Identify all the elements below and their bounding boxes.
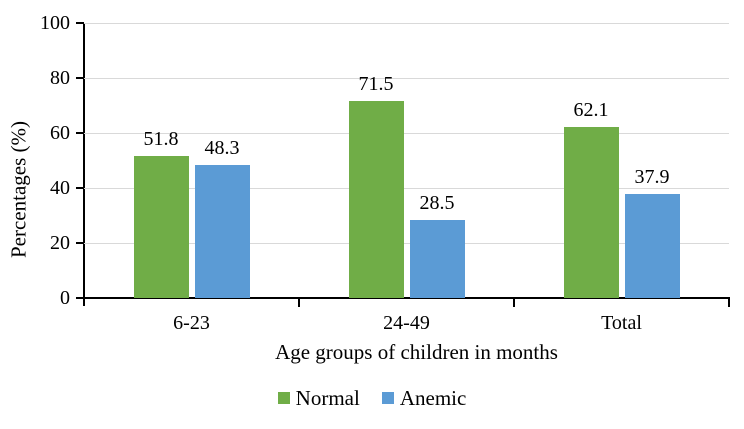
legend-item-anemic: Anemic	[381, 386, 467, 410]
bar-anemic-Total	[624, 193, 680, 298]
gridline	[84, 77, 729, 79]
x-tick-mark	[513, 299, 515, 307]
y-tick-mark	[76, 297, 84, 299]
bar-normal-Total	[563, 127, 619, 298]
gridline	[84, 242, 729, 244]
y-tick-mark	[76, 242, 84, 244]
bar-value-label: 71.5	[358, 73, 394, 96]
legend-label: Anemic	[399, 386, 467, 410]
x-category-label: 24-49	[383, 312, 430, 334]
y-tick-label: 0	[60, 287, 70, 309]
y-tick-label: 60	[50, 122, 70, 144]
bar-normal-24-49	[348, 101, 404, 298]
x-axis-title: Age groups of children in months	[275, 340, 558, 364]
x-axis-line	[83, 297, 730, 299]
bar-normal-6-23	[133, 155, 189, 298]
gridline	[84, 22, 729, 24]
x-category-label: 6-23	[173, 312, 210, 334]
gridline	[84, 132, 729, 134]
bar-value-label: 62.1	[573, 99, 609, 122]
legend: Normal Anemic	[0, 386, 744, 410]
legend-swatch-anemic	[381, 392, 394, 404]
y-tick-mark	[76, 22, 84, 24]
y-tick-label: 100	[40, 12, 70, 34]
y-axis-line	[83, 23, 85, 306]
y-tick-mark	[76, 187, 84, 189]
plot-area: 51.8 48.3 71.5 28.5 62.1 37.9	[84, 22, 729, 298]
x-category-label: Total	[601, 312, 642, 334]
legend-swatch-normal	[277, 392, 290, 404]
bar-value-label: 28.5	[419, 191, 455, 214]
bar-anemic-24-49	[409, 219, 465, 298]
legend-item-normal: Normal	[277, 386, 360, 410]
gridline	[84, 187, 729, 189]
y-tick-label: 40	[50, 177, 70, 199]
y-tick-label: 80	[50, 67, 70, 89]
x-tick-mark	[728, 299, 730, 307]
legend-label: Normal	[295, 386, 360, 410]
x-tick-mark	[298, 299, 300, 307]
y-tick-mark	[76, 77, 84, 79]
bar-value-label: 48.3	[204, 137, 240, 160]
bar-value-label: 37.9	[634, 165, 670, 188]
bar-value-label: 51.8	[143, 127, 179, 150]
bar-anemic-6-23	[194, 165, 250, 298]
y-tick-label: 20	[50, 232, 70, 254]
y-tick-mark	[76, 132, 84, 134]
